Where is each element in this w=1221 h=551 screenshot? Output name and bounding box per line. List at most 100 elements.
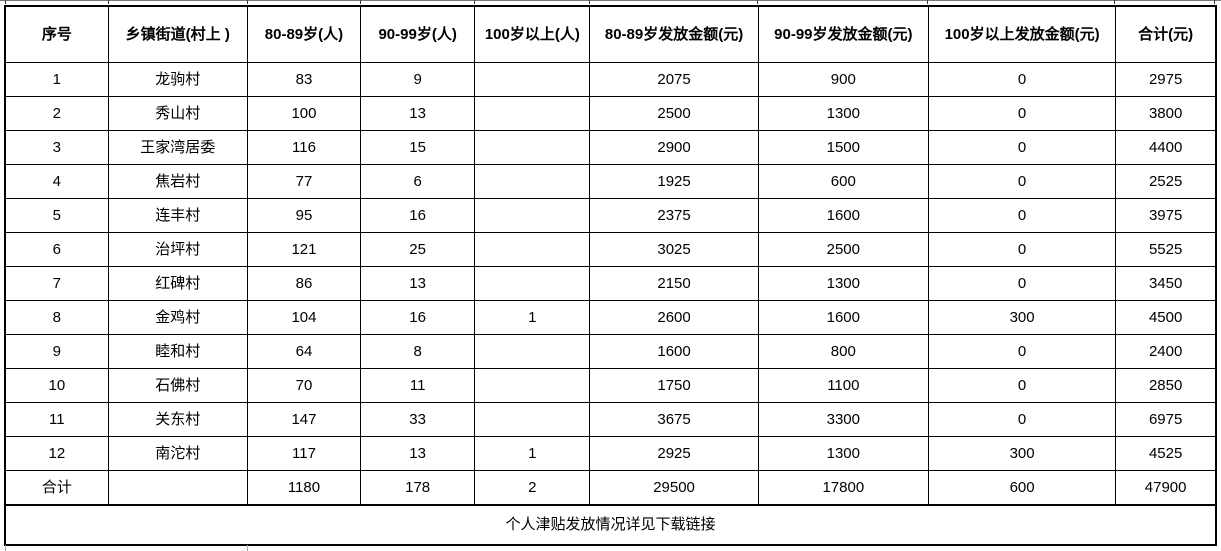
cell-age9099: 11 xyxy=(360,368,476,403)
cell-village: 焦岩村 xyxy=(107,164,248,199)
cell-index: 6 xyxy=(4,232,109,267)
clipped-grid-tick xyxy=(360,0,361,4)
cell-age100 xyxy=(474,96,591,131)
cell-amt100: 0 xyxy=(927,62,1117,97)
cell-village: 南沱村 xyxy=(107,436,248,471)
cell-amt8089: 2375 xyxy=(589,198,759,233)
clipped-grid-tick xyxy=(757,0,758,4)
cell-amt9099: 900 xyxy=(757,62,929,97)
clipped-row-above-divider xyxy=(0,0,1221,1)
cell-amt9099: 1600 xyxy=(757,198,929,233)
cell-age9099: 16 xyxy=(360,300,476,335)
cell-total: 3800 xyxy=(1115,96,1217,131)
table-row: 5 连丰村 95 16 2375 1600 0 3975 xyxy=(4,198,1217,233)
cell-amt8089: 1600 xyxy=(589,334,759,369)
cell-amt8089: 3675 xyxy=(589,402,759,437)
cell-age100 xyxy=(474,402,591,437)
cell-amt100: 0 xyxy=(927,130,1117,165)
table-row: 4 焦岩村 77 6 1925 600 0 2525 xyxy=(4,164,1217,199)
cell-age8089: 104 xyxy=(246,300,362,335)
cell-amt9099: 1100 xyxy=(757,368,929,403)
cell-index: 7 xyxy=(4,266,109,301)
cell-amt9099: 800 xyxy=(757,334,929,369)
cell-age8089: 83 xyxy=(246,62,362,97)
column-header-amt8089: 80-89岁发放金额(元) xyxy=(589,5,759,63)
table-body: 1 龙驹村 83 9 2075 900 0 2975 2 秀山村 100 13 2500 1300 0 380… xyxy=(4,62,1217,506)
cell-amt8089: 1750 xyxy=(589,368,759,403)
cell-age100: 1 xyxy=(474,300,591,335)
cell-village: 龙驹村 xyxy=(107,62,248,97)
clipped-grid-tick xyxy=(5,545,6,551)
footer-note-row: 个人津贴发放情况详见下载链接 xyxy=(4,504,1217,546)
table-row: 1 龙驹村 83 9 2075 900 0 2975 xyxy=(4,62,1217,97)
cell-amt8089: 2500 xyxy=(589,96,759,131)
cell-total: 4400 xyxy=(1115,130,1217,165)
cell-age9099: 16 xyxy=(360,198,476,233)
cell-age8089: 95 xyxy=(246,198,362,233)
clipped-grid-tick xyxy=(108,0,109,4)
cell-age8089: 100 xyxy=(246,96,362,131)
table-row: 10 石佛村 70 11 1750 1100 0 2850 xyxy=(4,368,1217,403)
cell-age9099: 178 xyxy=(360,470,476,506)
cell-village: 关东村 xyxy=(107,402,248,437)
cell-amt100: 0 xyxy=(927,96,1117,131)
cell-age9099: 15 xyxy=(360,130,476,165)
header-row: 序号 乡镇街道(村上 ) 80-89岁(人) 90-99岁(人) 100岁以上(人) 80… xyxy=(4,5,1217,63)
cell-total: 2525 xyxy=(1115,164,1217,199)
column-header-age9099: 90-99岁(人) xyxy=(360,5,476,63)
cell-age100 xyxy=(474,266,591,301)
cell-index: 1 xyxy=(4,62,109,97)
cell-age8089: 1180 xyxy=(246,470,362,506)
cell-age9099: 8 xyxy=(360,334,476,369)
cell-village xyxy=(107,470,248,506)
clipped-grid-tick xyxy=(474,0,475,4)
cell-age100 xyxy=(474,164,591,199)
cell-village: 红碑村 xyxy=(107,266,248,301)
table-row: 12 南沱村 117 13 1 2925 1300 300 4525 xyxy=(4,436,1217,471)
cell-amt9099: 2500 xyxy=(757,232,929,267)
clipped-grid-tick xyxy=(589,0,590,4)
cell-age100 xyxy=(474,334,591,369)
clipped-grid-tick xyxy=(5,0,6,4)
cell-age8089: 116 xyxy=(246,130,362,165)
cell-index: 11 xyxy=(4,402,109,437)
clipped-grid-tick xyxy=(1214,0,1215,4)
cell-total: 2400 xyxy=(1115,334,1217,369)
cell-amt100: 0 xyxy=(927,368,1117,403)
cell-amt8089: 2150 xyxy=(589,266,759,301)
table-row: 9 睦和村 64 8 1600 800 0 2400 xyxy=(4,334,1217,369)
cell-amt8089: 2900 xyxy=(589,130,759,165)
subsidy-distribution-table: 序号 乡镇街道(村上 ) 80-89岁(人) 90-99岁(人) 100岁以上(人) 80… xyxy=(4,5,1217,546)
cell-index: 12 xyxy=(4,436,109,471)
cell-age8089: 86 xyxy=(246,266,362,301)
cell-age100 xyxy=(474,198,591,233)
cell-amt9099: 17800 xyxy=(757,470,929,506)
cell-amt9099: 1600 xyxy=(757,300,929,335)
cell-total: 2975 xyxy=(1115,62,1217,97)
cell-amt100: 0 xyxy=(927,266,1117,301)
table-row: 8 金鸡村 104 16 1 2600 1600 300 4500 xyxy=(4,300,1217,335)
cell-age8089: 70 xyxy=(246,368,362,403)
cell-amt100: 0 xyxy=(927,334,1117,369)
cell-total: 4525 xyxy=(1115,436,1217,471)
cell-age9099: 13 xyxy=(360,436,476,471)
total-row: 合计 1180 178 2 29500 17800 600 47900 xyxy=(4,470,1217,506)
cell-age100: 2 xyxy=(474,470,591,506)
cell-total: 6975 xyxy=(1115,402,1217,437)
cell-amt9099: 600 xyxy=(757,164,929,199)
clipped-grid-tick xyxy=(247,0,248,4)
cell-index: 9 xyxy=(4,334,109,369)
cell-amt9099: 1500 xyxy=(757,130,929,165)
cell-index: 合计 xyxy=(4,470,109,506)
clipped-grid-tick xyxy=(1114,0,1115,4)
column-header-amt9099: 90-99岁发放金额(元) xyxy=(757,5,929,63)
cell-amt9099: 1300 xyxy=(757,266,929,301)
cell-village: 睦和村 xyxy=(107,334,248,369)
cell-index: 5 xyxy=(4,198,109,233)
cell-amt8089: 2075 xyxy=(589,62,759,97)
cell-total: 5525 xyxy=(1115,232,1217,267)
cell-age8089: 64 xyxy=(246,334,362,369)
cell-amt100: 0 xyxy=(927,164,1117,199)
column-header-village: 乡镇街道(村上 ) xyxy=(107,5,248,63)
